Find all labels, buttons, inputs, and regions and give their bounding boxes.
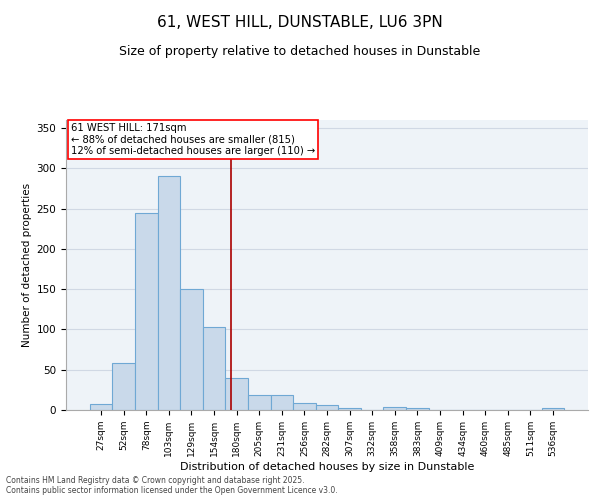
Bar xyxy=(316,405,338,410)
Bar xyxy=(542,408,564,410)
Bar xyxy=(226,378,248,410)
Bar xyxy=(293,403,316,410)
Bar xyxy=(338,408,361,410)
Text: Size of property relative to detached houses in Dunstable: Size of property relative to detached ho… xyxy=(119,45,481,58)
Bar xyxy=(158,176,180,410)
Bar xyxy=(180,289,203,410)
Bar xyxy=(203,327,226,410)
Bar xyxy=(135,212,158,410)
Bar xyxy=(271,394,293,410)
X-axis label: Distribution of detached houses by size in Dunstable: Distribution of detached houses by size … xyxy=(180,462,474,471)
Text: 61, WEST HILL, DUNSTABLE, LU6 3PN: 61, WEST HILL, DUNSTABLE, LU6 3PN xyxy=(157,15,443,30)
Text: 61 WEST HILL: 171sqm
← 88% of detached houses are smaller (815)
12% of semi-deta: 61 WEST HILL: 171sqm ← 88% of detached h… xyxy=(71,123,316,156)
Bar xyxy=(90,404,112,410)
Bar xyxy=(383,407,406,410)
Y-axis label: Number of detached properties: Number of detached properties xyxy=(22,183,32,347)
Text: Contains HM Land Registry data © Crown copyright and database right 2025.
Contai: Contains HM Land Registry data © Crown c… xyxy=(6,476,338,495)
Bar xyxy=(248,394,271,410)
Bar xyxy=(406,408,428,410)
Bar xyxy=(112,364,135,410)
